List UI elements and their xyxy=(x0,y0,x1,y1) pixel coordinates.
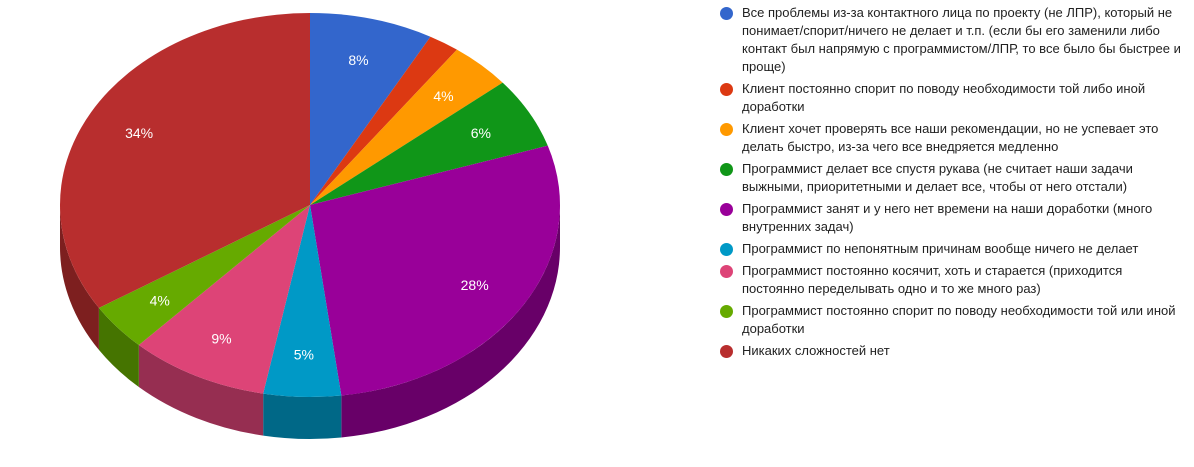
legend-marker-circle-icon xyxy=(720,7,733,20)
legend-marker-circle-icon xyxy=(720,265,733,278)
pie-slice[interactable] xyxy=(60,13,310,308)
pie-slice-side xyxy=(263,393,342,439)
pie-slice[interactable] xyxy=(263,205,342,397)
legend-marker-circle-icon xyxy=(720,163,733,176)
legend-item[interactable]: Все проблемы из-за контактного лица по п… xyxy=(720,4,1182,76)
slice-percentage-label: 4% xyxy=(150,292,170,308)
legend-item[interactable]: Программист занят и у него нет времени н… xyxy=(720,200,1182,236)
legend-marker-circle-icon xyxy=(720,83,733,96)
legend-item[interactable]: Клиент хочет проверять все наши рекоменд… xyxy=(720,120,1182,156)
slice-percentage-label: 4% xyxy=(433,88,453,104)
pie-slice[interactable] xyxy=(310,13,431,205)
legend-item-label: Клиент постоянно спорит по поводу необхо… xyxy=(742,81,1146,114)
legend-marker-circle-icon xyxy=(720,123,733,136)
legend-marker-circle-icon xyxy=(720,203,733,216)
legend-item[interactable]: Никаких сложностей нет xyxy=(720,342,1182,360)
legend: Все проблемы из-за контактного лица по п… xyxy=(720,0,1182,467)
pie-slice-side xyxy=(98,307,139,387)
legend-marker-circle-icon xyxy=(720,243,733,256)
legend-item-label: Программист делает все спустя рукава (не… xyxy=(742,161,1133,194)
legend-item[interactable]: Клиент постоянно спорит по поводу необхо… xyxy=(720,80,1182,116)
slice-percentage-label: 34% xyxy=(125,125,153,141)
pie-slice[interactable] xyxy=(310,36,457,206)
slice-percentage-label: 6% xyxy=(471,125,491,141)
legend-item[interactable]: Программист делает все спустя рукава (не… xyxy=(720,160,1182,196)
legend-item-label: Программист постоянно косячит, хоть и ст… xyxy=(742,263,1123,296)
legend-item-label: Клиент хочет проверять все наши рекоменд… xyxy=(742,121,1159,154)
pie-slice[interactable] xyxy=(138,205,310,394)
legend-item[interactable]: Программист по непонятным причинам вообщ… xyxy=(720,240,1182,258)
pie-slice-side xyxy=(341,205,560,438)
pie-slice[interactable] xyxy=(310,145,560,396)
legend-item-label: Программист по непонятным причинам вообщ… xyxy=(742,241,1139,256)
pie-chart[interactable]: 8% 4% 6% 28% 5% 9% 4% 34% xyxy=(0,0,640,467)
pie-slice[interactable] xyxy=(310,49,503,206)
legend-item-label: Программист занят и у него нет времени н… xyxy=(742,201,1153,234)
pie-slice-side xyxy=(138,344,264,436)
pie-chart-area: 8% 4% 6% 28% 5% 9% 4% 34% xyxy=(0,0,640,467)
pie-slice[interactable] xyxy=(98,205,310,345)
slice-percentage-label: 5% xyxy=(294,347,314,363)
pie-slice-side xyxy=(60,205,99,350)
slice-percentage-label: 8% xyxy=(348,52,368,68)
legend-item-label: Все проблемы из-за контактного лица по п… xyxy=(742,5,1181,74)
legend-item-label: Программист постоянно спорит по поводу н… xyxy=(742,303,1176,336)
pie-slice[interactable] xyxy=(310,82,548,205)
legend-item-label: Никаких сложностей нет xyxy=(742,343,890,358)
slice-percentage-label: 9% xyxy=(211,330,231,346)
slice-percentage-label: 28% xyxy=(461,277,489,293)
legend-marker-circle-icon xyxy=(720,345,733,358)
legend-item[interactable]: Программист постоянно косячит, хоть и ст… xyxy=(720,262,1182,298)
legend-marker-circle-icon xyxy=(720,305,733,318)
legend-item[interactable]: Программист постоянно спорит по поводу н… xyxy=(720,302,1182,338)
